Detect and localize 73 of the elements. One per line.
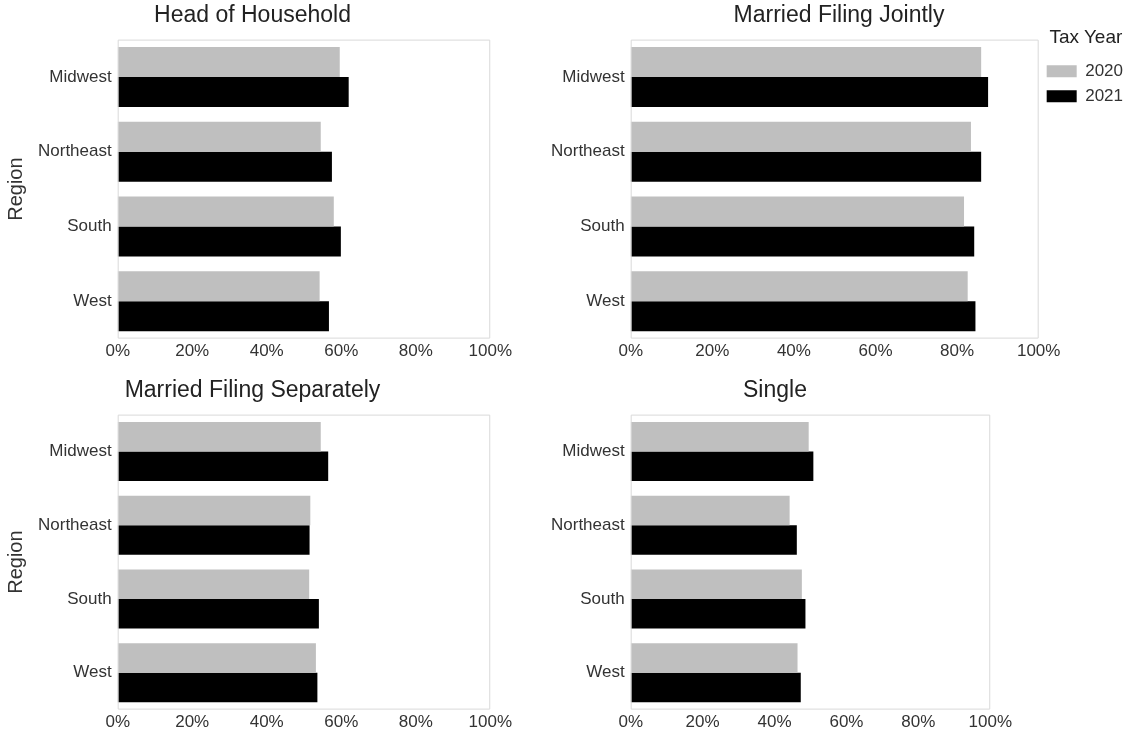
y-tick-label: South xyxy=(67,588,112,608)
bar xyxy=(117,569,310,599)
y-axis-title: Region xyxy=(3,530,26,594)
x-tick-label: 20% xyxy=(175,341,210,361)
bar xyxy=(117,451,329,481)
bar xyxy=(630,643,798,673)
bar xyxy=(117,495,311,526)
chart-title: Head of Household xyxy=(154,1,351,28)
y-tick-label: South xyxy=(580,216,625,236)
legend-title: Tax Year xyxy=(1049,25,1123,47)
x-tick-label: 100% xyxy=(468,712,512,732)
x-tick-label: 60% xyxy=(324,341,359,361)
bar xyxy=(117,121,321,152)
chart-title: Married Filing Jointly xyxy=(733,1,945,28)
y-tick-label: West xyxy=(586,290,625,310)
bar xyxy=(117,47,340,77)
x-tick-label: 20% xyxy=(175,712,210,732)
x-tick-label: 40% xyxy=(249,712,284,732)
bar xyxy=(630,495,790,526)
y-tick-label: Northeast xyxy=(38,141,112,161)
x-tick-label: 20% xyxy=(695,341,730,361)
legend-label: 2020 xyxy=(1085,60,1124,80)
y-tick-label: Midwest xyxy=(562,441,625,461)
bar xyxy=(630,451,814,481)
bar xyxy=(117,525,310,555)
y-axis-title: Region xyxy=(3,157,26,221)
x-tick-label: 60% xyxy=(858,341,893,361)
bar xyxy=(117,196,334,227)
x-tick-label: 20% xyxy=(685,712,720,732)
y-tick-label: Northeast xyxy=(38,514,112,534)
y-tick-label: Northeast xyxy=(551,514,625,534)
legend-label: 2021 xyxy=(1085,85,1124,105)
x-tick-label: 40% xyxy=(757,712,792,732)
bar xyxy=(630,525,797,555)
bar xyxy=(117,643,316,673)
x-tick-label: 0% xyxy=(618,712,643,732)
x-tick-label: 80% xyxy=(398,712,433,732)
x-tick-label: 0% xyxy=(618,341,643,361)
bar xyxy=(117,421,321,452)
x-tick-label: 0% xyxy=(105,712,130,732)
bar xyxy=(630,598,806,629)
bar xyxy=(117,151,332,182)
x-tick-label: 100% xyxy=(468,341,512,361)
x-tick-label: 100% xyxy=(1016,341,1061,361)
chart-title: Married Filing Separately xyxy=(124,376,381,403)
x-tick-label: 80% xyxy=(398,341,433,361)
y-tick-label: South xyxy=(580,588,625,608)
y-tick-label: Midwest xyxy=(562,66,625,86)
bar xyxy=(630,421,809,452)
bar xyxy=(630,672,801,703)
x-tick-label: 60% xyxy=(324,712,359,732)
y-tick-label: South xyxy=(67,216,112,236)
y-tick-label: Northeast xyxy=(551,141,625,161)
bar xyxy=(117,672,318,703)
chart-title: Single xyxy=(743,376,807,403)
x-tick-label: 40% xyxy=(249,341,284,361)
bar xyxy=(117,76,349,107)
y-tick-label: West xyxy=(586,662,625,682)
y-tick-label: Midwest xyxy=(49,441,112,461)
x-tick-label: 100% xyxy=(968,712,1012,732)
bar xyxy=(117,301,329,332)
bar xyxy=(117,226,341,257)
x-tick-label: 80% xyxy=(940,341,975,361)
x-tick-label: 0% xyxy=(105,341,130,361)
y-tick-label: West xyxy=(73,290,112,310)
y-tick-label: Midwest xyxy=(49,66,112,86)
bar xyxy=(117,598,319,629)
x-tick-label: 40% xyxy=(776,341,811,361)
bar xyxy=(630,569,802,599)
x-tick-label: 80% xyxy=(901,712,936,732)
bar xyxy=(117,271,320,302)
y-tick-label: West xyxy=(73,662,112,682)
x-tick-label: 60% xyxy=(829,712,864,732)
